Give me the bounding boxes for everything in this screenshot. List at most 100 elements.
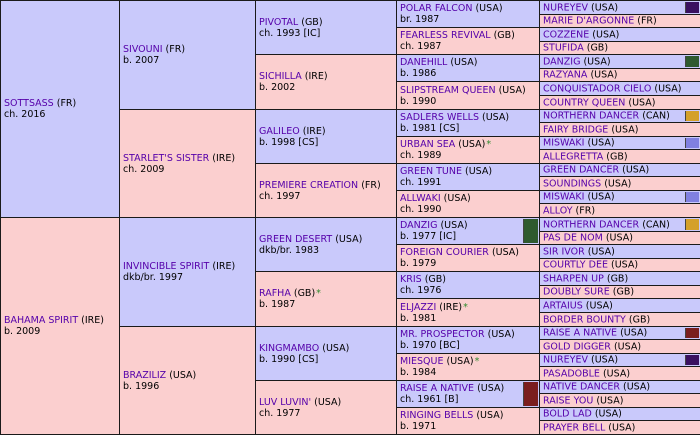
horse-name-link[interactable]: DANZIG xyxy=(543,56,581,67)
horse-name-link[interactable]: PASADOBLE xyxy=(543,368,600,379)
horse-name-link[interactable]: RAISE A NATIVE xyxy=(400,383,475,394)
horse-name-link[interactable]: GREEN DANCER xyxy=(543,164,620,176)
horse-country: (GB) xyxy=(301,16,323,28)
horse-name-link[interactable]: SLIPSTREAM QUEEN xyxy=(400,84,496,96)
horse-name-link[interactable]: COZZENE xyxy=(543,29,590,40)
horse-detail: b. 1984 xyxy=(400,367,437,378)
horse-name-link[interactable]: INVINCIBLE SPIRIT xyxy=(123,261,210,272)
horse-name-link[interactable]: MR. PROSPECTOR xyxy=(400,329,485,340)
horse-name-link[interactable]: BRAZILIZ xyxy=(123,369,167,381)
horse-country: (GB) xyxy=(606,273,629,284)
pedigree-cell-gen5: NORTHERN DANCER (CAN) xyxy=(539,217,700,232)
horse-name-link[interactable]: POLAR FALCON xyxy=(400,3,473,14)
horse-name-link[interactable]: PREMIERE CREATION xyxy=(259,179,359,191)
horse-name-link[interactable]: BOLD LAD xyxy=(543,408,592,420)
horse-name-link[interactable]: NUREYEV xyxy=(543,2,588,13)
horse-name-link[interactable]: MISWAKI xyxy=(543,191,585,203)
horse-name-link[interactable]: COURTLY DEE xyxy=(543,259,608,271)
horse-name-link[interactable]: DANEHILL xyxy=(400,57,448,68)
horse-text: SOUNDINGS (USA) xyxy=(543,178,697,189)
horse-name-link[interactable]: RAZYANA xyxy=(543,69,588,81)
pedigree-cell-gen5: BOLD LAD (USA) xyxy=(539,407,700,421)
horse-name-link[interactable]: SIR IVOR xyxy=(543,246,585,257)
horse-name-link[interactable]: ALLEGRETTA xyxy=(543,151,604,162)
horse-name-link[interactable]: NORTHERN DANCER xyxy=(543,219,640,230)
horse-name-link[interactable]: NUREYEV xyxy=(543,354,588,366)
horse-text: RAISE A NATIVE (USA) xyxy=(543,328,697,339)
horse-name-link[interactable]: KRIS xyxy=(400,274,422,285)
horse-name-link[interactable]: BAHAMA SPIRIT xyxy=(4,315,79,326)
horse-country: (GB) xyxy=(628,314,651,325)
horse-name-link[interactable]: SOTTSASS xyxy=(4,98,54,109)
horse-name-link[interactable]: URBAN SEA xyxy=(400,139,456,150)
pedigree-cell-gen5: SIR IVOR (USA) xyxy=(539,244,700,259)
horse-name-link[interactable]: GOLD DIGGER xyxy=(543,341,611,352)
inbreeding-star: * xyxy=(463,301,468,313)
horse-name-link[interactable]: GALILEO xyxy=(259,125,300,137)
pedigree-cell-gen5: BORDER BOUNTY (GB) xyxy=(539,312,700,327)
horse-text: NORTHERN DANCER (CAN) xyxy=(543,111,697,122)
horse-name-link[interactable]: GREEN TUNE xyxy=(400,166,462,177)
horse-text: ALLEGRETTA (GB) xyxy=(543,151,697,162)
horse-detail: b. 1977 [IC] xyxy=(400,231,457,242)
horse-detail: ch. 1961 [B] xyxy=(400,394,459,405)
horse-name-link[interactable]: ALLWAKI xyxy=(400,193,441,204)
horse-name-link[interactable]: SOUNDINGS xyxy=(543,178,602,189)
horse-detail: ch. 1991 xyxy=(400,177,442,188)
horse-name-link[interactable]: PIVOTAL xyxy=(259,16,299,28)
horse-name-link[interactable]: ELJAZZI xyxy=(400,301,437,313)
horse-country: (GB) xyxy=(586,42,609,54)
horse-name-link[interactable]: COUNTRY QUEEN xyxy=(543,97,626,108)
horse-name-link[interactable]: STARLET'S SISTER xyxy=(123,152,210,164)
horse-country: (IRE) xyxy=(439,301,463,313)
horse-text: RAISE YOU (USA) xyxy=(543,395,697,406)
horse-text: MR. PROSPECTOR (USA) b. 1970 [BC] xyxy=(400,329,536,351)
horse-name-link[interactable]: PAS DE NOM xyxy=(543,232,603,244)
horse-name-link[interactable]: PRAYER BELL xyxy=(543,422,606,433)
pedigree-cell-gen5: NORTHERN DANCER (CAN) xyxy=(539,109,700,123)
horse-name-link[interactable]: RAISE YOU xyxy=(543,395,594,406)
horse-name-link[interactable]: SICHILLA xyxy=(259,71,302,82)
horse-name-link[interactable]: NORTHERN DANCER xyxy=(543,110,640,122)
pedigree-cell-gen5: RAISE YOU (USA) xyxy=(539,393,700,408)
pedigree-cell-gen3: PIVOTAL (GB) ch. 1993 [IC] xyxy=(255,0,397,55)
horse-name-link[interactable]: MIESQUE xyxy=(400,356,444,367)
horse-name-link[interactable]: SIVOUNI xyxy=(123,44,163,55)
horse-country: (USA) xyxy=(476,410,504,421)
horse-name-link[interactable]: MISWAKI xyxy=(543,137,585,149)
horse-country: (USA) xyxy=(587,191,615,203)
horse-country: (IRE) xyxy=(212,152,236,164)
horse-country: (USA) xyxy=(458,139,486,150)
pedigree-cell-gen4: RINGING BELLS (USA) b. 1971 xyxy=(396,407,540,435)
horse-name-link[interactable]: RAFHA xyxy=(259,288,291,299)
horse-name-link[interactable]: SHARPEN UP xyxy=(543,273,604,284)
pedigree-cell-gen5: STUFIDA (GB) xyxy=(539,41,700,55)
horse-name-link[interactable]: FEARLESS REVIVAL xyxy=(400,30,491,41)
horse-name-link[interactable]: CONQUISTADOR CIELO xyxy=(543,83,652,94)
horse-name-link[interactable]: LUV LUVIN' xyxy=(259,396,312,408)
horse-name-link[interactable]: DANZIG xyxy=(400,220,438,231)
horse-text: PRAYER BELL (USA) xyxy=(543,422,697,433)
horse-text: DANEHILL (USA) b. 1986 xyxy=(400,57,536,79)
horse-name-link[interactable]: NATIVE DANCER xyxy=(543,381,620,393)
horse-name-link[interactable]: BORDER BOUNTY xyxy=(543,314,626,325)
horse-name-link[interactable]: SADLERS WELLS xyxy=(400,112,479,123)
horse-name-link[interactable]: MARIE D'ARGONNE xyxy=(543,15,635,27)
pedigree-cell-gen5: DANZIG (USA) xyxy=(539,54,700,69)
horse-name-link[interactable]: DOUBLY SURE xyxy=(543,286,610,298)
horse-detail: ch. 1987 xyxy=(400,41,442,52)
horse-name-link[interactable]: GREEN DESERT xyxy=(259,233,333,245)
horse-name-link[interactable]: FOREIGN COURIER xyxy=(400,247,489,258)
horse-name-link[interactable]: RAISE A NATIVE xyxy=(543,327,618,339)
horse-name-link[interactable]: ARTAIUS xyxy=(543,300,583,311)
horse-country: (USA) xyxy=(594,408,622,420)
horse-name-link[interactable]: RINGING BELLS xyxy=(400,410,474,421)
horse-name-link[interactable]: STUFIDA xyxy=(543,42,584,54)
horse-name-link[interactable]: FAIRY BRIDGE xyxy=(543,124,609,135)
horse-name-link[interactable]: KINGMAMBO xyxy=(259,342,320,354)
horse-detail: b. 1986 xyxy=(400,68,437,79)
pedigree-cell-gen5: SHARPEN UP (GB) xyxy=(539,271,700,286)
horse-text: KINGMAMBO (USA) b. 1990 [CS] xyxy=(259,343,393,365)
horse-name-link[interactable]: ALLOY xyxy=(543,205,573,216)
